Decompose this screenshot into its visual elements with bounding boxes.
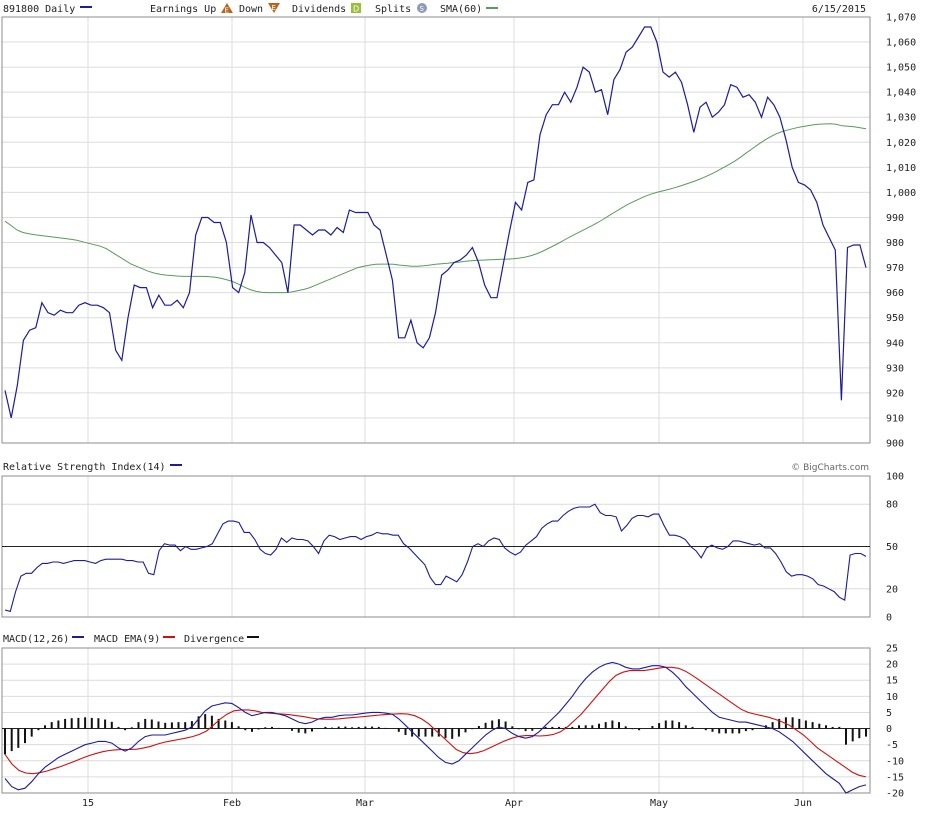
price-grid	[2, 16, 870, 444]
symbol-label: 891800 Daily	[3, 4, 75, 15]
x-tick-label: 15	[82, 798, 94, 809]
y-tick-label: 980	[886, 238, 904, 249]
svg-text:E: E	[225, 7, 229, 15]
y-tick-label: 950	[886, 313, 904, 324]
price-line	[4, 26, 867, 419]
dividends-label: Dividends	[292, 4, 346, 15]
macd-ema-label: MACD EMA(9)	[94, 634, 160, 645]
y-tick-label: 940	[886, 338, 904, 349]
y-tick-label: 1,060	[886, 38, 916, 49]
x-tick-label: Feb	[223, 798, 241, 809]
price-frame	[1, 16, 871, 444]
macd-label: MACD(12,26)	[3, 634, 69, 645]
y-tick-label: 0	[886, 613, 892, 624]
y-tick-label: 1,020	[886, 138, 916, 149]
macd-y-axis: -20 -15 -10 -5 0 5 10 15 20 25	[886, 644, 904, 800]
y-tick-label: 930	[886, 363, 904, 374]
y-tick-label: 1,070	[886, 13, 916, 24]
y-tick-label: 10	[886, 692, 898, 703]
svg-text:S: S	[420, 5, 425, 13]
divergence-bars	[4, 714, 867, 755]
y-tick-label: 910	[886, 413, 904, 424]
dividends-icon: D	[351, 3, 361, 14]
date-label: 6/15/2015	[812, 4, 866, 15]
price-y-axis: 900 910 920 930 940 950 960 970 980 990 1,000 1,010…	[886, 13, 916, 450]
earnings-label: Earnings Up	[150, 4, 216, 15]
y-tick-label: 5	[886, 708, 892, 719]
macd-frame	[1, 647, 871, 794]
earnings-up-icon: E	[221, 3, 233, 15]
divergence-label: Divergence	[184, 634, 244, 645]
y-tick-label: 0	[886, 724, 892, 735]
splits-label: Splits	[375, 4, 411, 15]
y-tick-label: 1,000	[886, 188, 916, 199]
macd-panel: -20 -15 -10 -5 0 5 10 15 20 25	[1, 644, 904, 800]
down-label: Down	[239, 4, 263, 15]
x-tick-label: Jun	[794, 798, 812, 809]
y-tick-label: 1,030	[886, 113, 916, 124]
ema-legend-swatch	[163, 636, 175, 638]
y-tick-label: 920	[886, 388, 904, 399]
y-tick-label: 960	[886, 288, 904, 299]
y-tick-label: 20	[886, 660, 898, 671]
y-tick-label: -5	[886, 740, 898, 751]
y-tick-label: 1,010	[886, 163, 916, 174]
y-tick-label: 100	[886, 472, 904, 483]
macd-ema-line	[4, 666, 867, 778]
watermark: © BigCharts.com	[791, 463, 869, 473]
y-tick-label: -15	[886, 772, 904, 783]
price-legend-swatch	[80, 6, 92, 8]
rsi-legend-swatch	[170, 464, 182, 466]
divergence-legend-swatch	[247, 636, 259, 638]
svg-text:D: D	[353, 5, 359, 14]
x-tick-label: Mar	[356, 798, 374, 809]
macd-line	[4, 661, 867, 794]
rsi-y-axis: 0 20 50 80 100	[886, 472, 904, 624]
sma-legend-swatch	[486, 7, 498, 9]
y-tick-label: 50	[886, 542, 898, 553]
macd-legend-swatch	[72, 636, 84, 638]
y-tick-label: 900	[886, 439, 904, 450]
svg-text:E: E	[272, 4, 276, 12]
y-tick-label: 990	[886, 213, 904, 224]
rsi-panel: 0 20 50 80 100	[1, 472, 904, 624]
rsi-line	[4, 503, 867, 613]
y-tick-label: 15	[886, 676, 898, 687]
price-panel: 900 910 920 930 940 950 960 970 980 990 1,000 1,010…	[1, 13, 916, 450]
y-tick-label: 1,050	[886, 63, 916, 74]
y-tick-label: 20	[886, 584, 898, 595]
y-tick-label: -20	[886, 789, 904, 800]
y-tick-label: -10	[886, 756, 904, 767]
x-tick-label: May	[650, 798, 668, 809]
x-axis: 15 Feb Mar Apr May Jun	[82, 798, 812, 809]
rsi-label: Relative Strength Index(14)	[3, 462, 166, 473]
y-tick-label: 25	[886, 644, 898, 655]
y-tick-label: 80	[886, 500, 898, 511]
y-tick-label: 1,040	[886, 88, 916, 99]
earnings-down-icon: E	[268, 3, 280, 13]
y-tick-label: 970	[886, 263, 904, 274]
macd-grid	[2, 647, 870, 794]
splits-icon: S	[417, 3, 427, 13]
sma-line	[4, 123, 867, 294]
x-tick-label: Apr	[505, 798, 523, 809]
sma-label: SMA(60)	[440, 4, 482, 15]
